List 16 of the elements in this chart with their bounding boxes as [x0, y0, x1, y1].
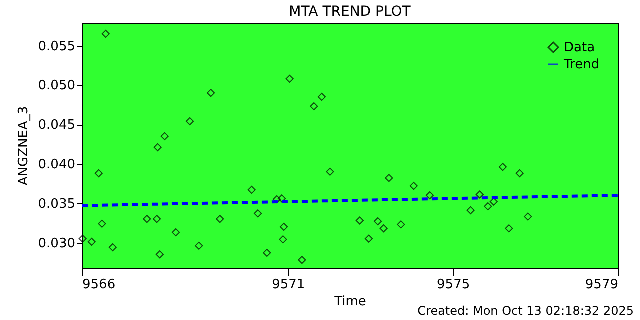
- x-tick-label: 9571: [272, 278, 306, 292]
- x-axis-title: Time: [334, 294, 366, 310]
- y-tick-label: 0.035: [38, 196, 76, 212]
- y-tick-label: 0.030: [38, 236, 76, 252]
- y-tick-label: 0.050: [38, 78, 76, 94]
- x-tick-label: 9579: [585, 278, 618, 292]
- text: Created: Mon Oct 13 02:18:32 2025: [418, 304, 634, 318]
- legend-label: Trend: [563, 58, 600, 72]
- y-tick-label: 0.040: [38, 158, 76, 173]
- legend-label: Data: [564, 40, 596, 56]
- y-tick-label: 0.045: [38, 118, 76, 134]
- x-tick-label: 9566: [82, 278, 116, 292]
- chart-title: MTA TREND PLOT: [289, 4, 412, 20]
- y-axis-title: ANGZNEA_3: [16, 106, 32, 186]
- x-tick-label: 9575: [437, 278, 470, 292]
- y-tick-label: 0.055: [38, 39, 76, 54]
